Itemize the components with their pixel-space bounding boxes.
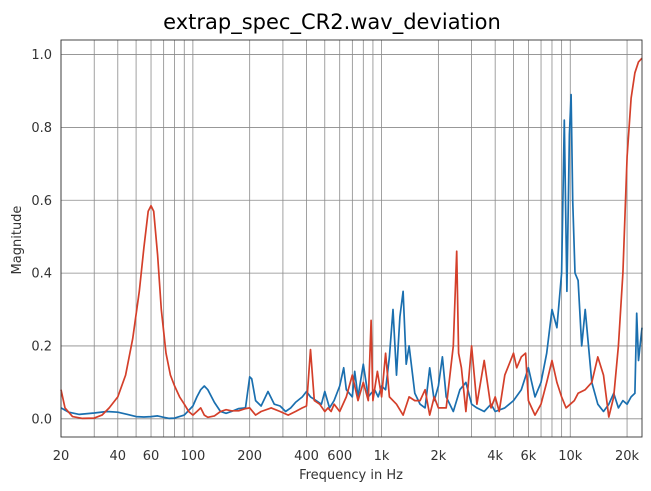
x-tick-label: 4k: [487, 449, 503, 464]
y-axis-label: Magnitude: [10, 206, 25, 275]
x-axis-label: Frequency in Hz: [299, 468, 403, 483]
x-tick-label: 200: [237, 449, 262, 464]
x-tick-labels: 20 40 60 100 200 400 600 1k 2k 4k 6k 10k 20k: [53, 449, 640, 464]
series-line-2: [60, 57, 643, 420]
y-tick-label: 0.6: [31, 194, 52, 209]
chart-title: extrap_spec_CR2.wav_deviation: [163, 10, 501, 35]
series-line-1: [60, 93, 643, 420]
y-tick-label: 1.0: [31, 48, 52, 63]
y-tick-label: 0.2: [31, 339, 52, 354]
y-tick-label: 0.8: [31, 121, 52, 136]
x-tick-label: 100: [180, 449, 205, 464]
x-tick-label: 20k: [615, 449, 640, 464]
plot-frame: [60, 39, 643, 438]
y-tick-labels: 0.0 0.2 0.4 0.6 0.8 1.0: [31, 48, 52, 427]
x-tick-label: 60: [143, 449, 160, 464]
x-tick-label: 2k: [430, 449, 446, 464]
series-layer: [60, 57, 643, 420]
x-tick-label: 1k: [374, 449, 390, 464]
x-tick-label: 400: [294, 449, 319, 464]
x-tick-label: 40: [110, 449, 127, 464]
x-tick-label: 6k: [520, 449, 536, 464]
y-tick-label: 0.0: [31, 412, 52, 427]
x-tick-label: 20: [53, 449, 70, 464]
x-tick-label: 10k: [558, 449, 583, 464]
y-tick-label: 0.4: [31, 267, 52, 282]
x-tick-label: 600: [327, 449, 352, 464]
